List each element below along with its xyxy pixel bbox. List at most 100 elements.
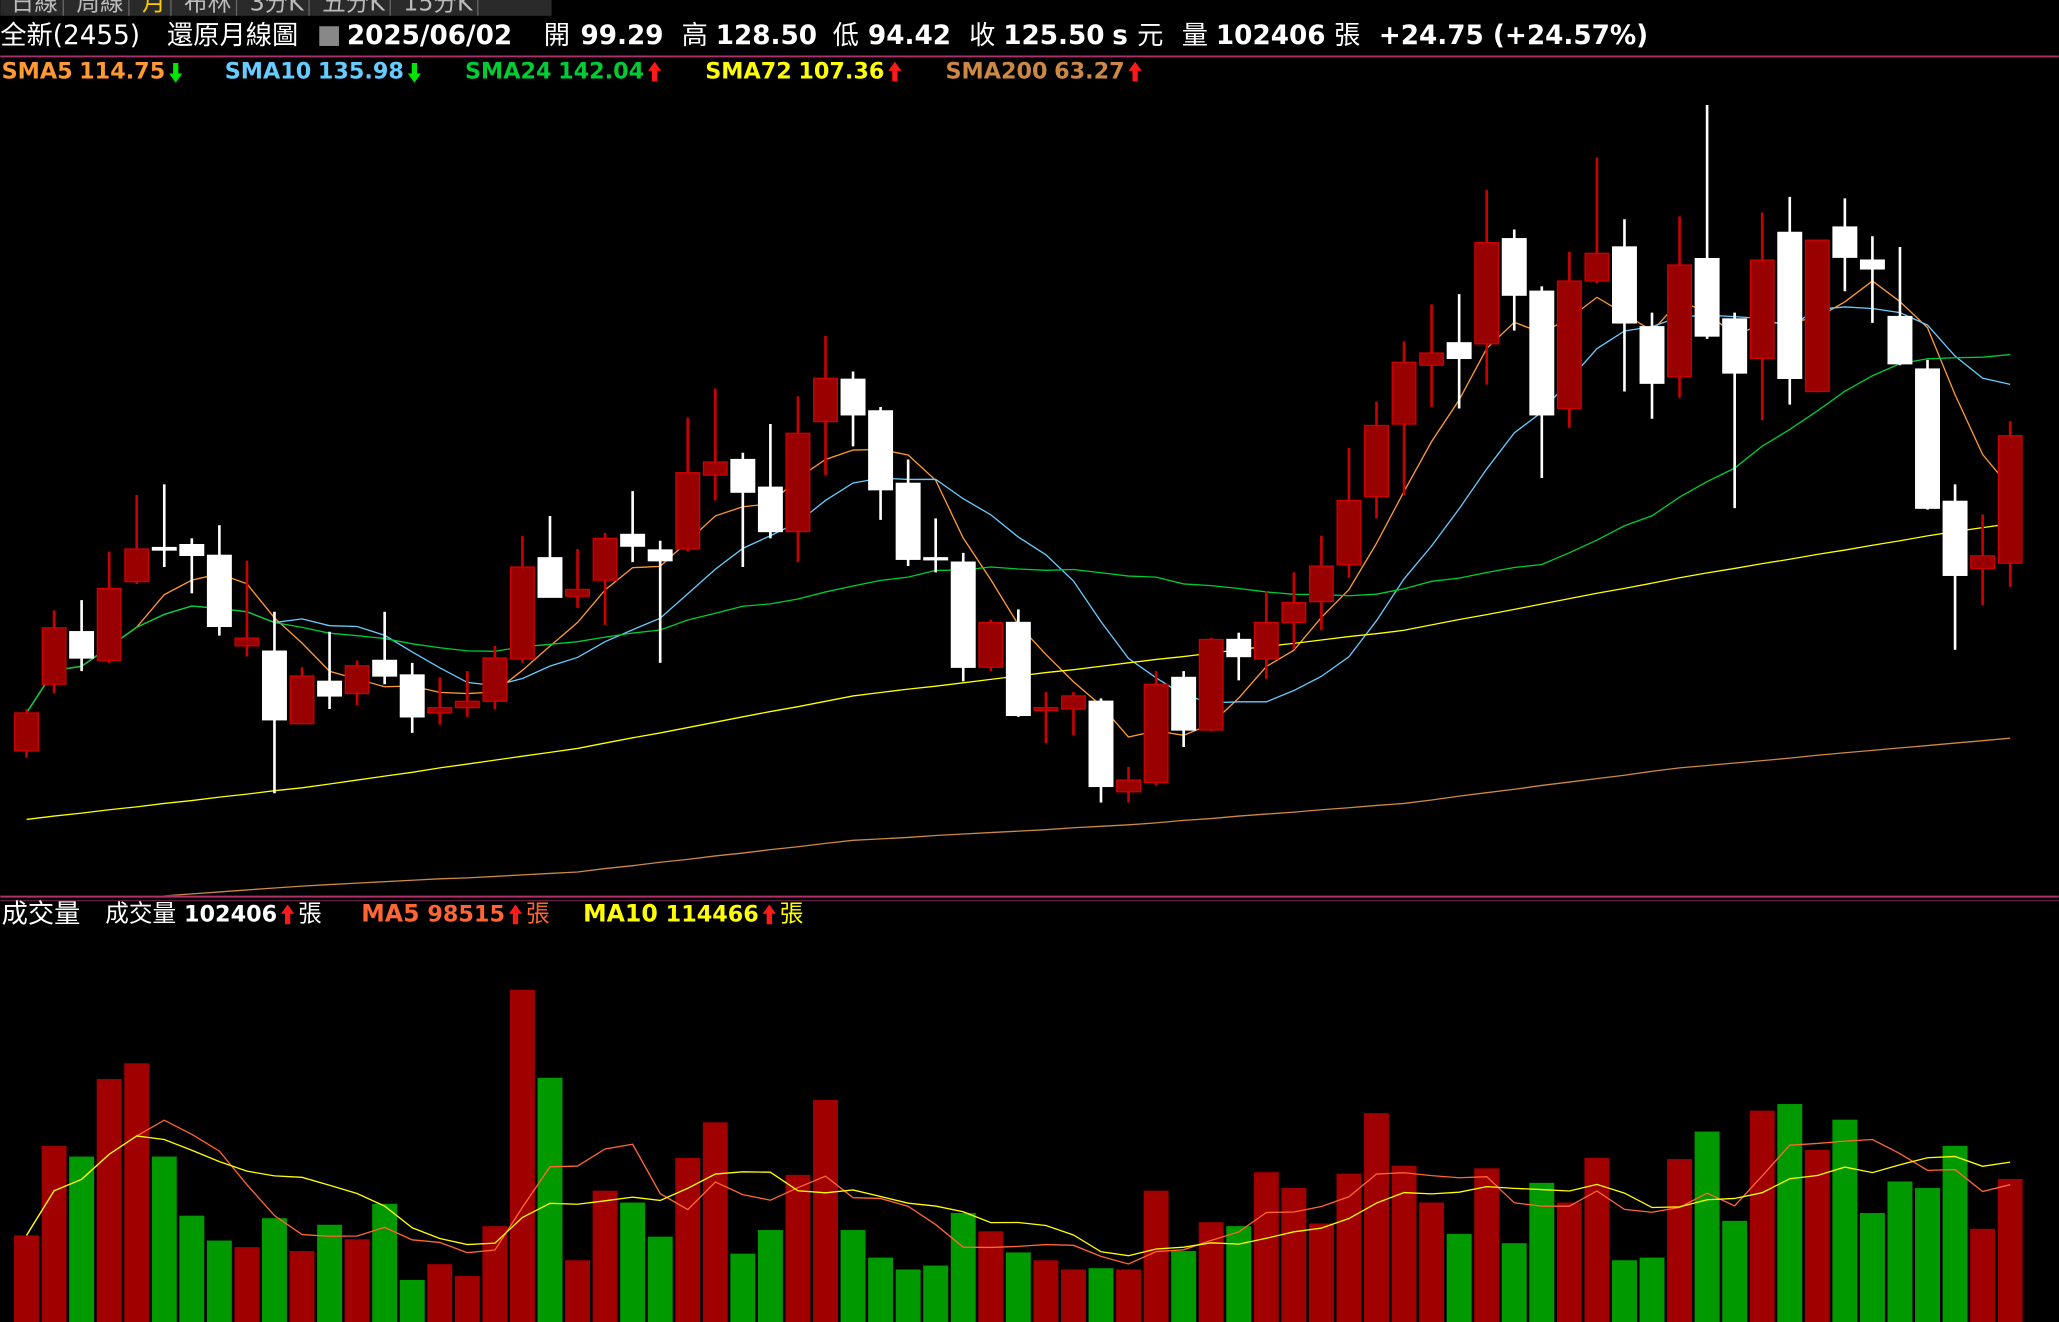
candle-body <box>1722 318 1748 374</box>
legend-name: SMA72 <box>705 59 792 85</box>
header-field: s <box>1112 21 1128 51</box>
candle-body <box>1639 326 1665 384</box>
volume-bar <box>1005 1252 1031 1322</box>
volume-bar <box>289 1251 315 1322</box>
candle-body <box>1226 638 1252 658</box>
candle-body <box>592 537 618 581</box>
sma-line <box>164 737 2011 896</box>
header-field: 元 <box>1137 21 1163 51</box>
candle-body <box>1584 252 1610 282</box>
candle-body <box>785 432 811 533</box>
candle-body <box>206 554 232 628</box>
volume-bar <box>1584 1157 1610 1322</box>
candle-body <box>1501 238 1527 296</box>
header-field: 125.50 <box>1003 21 1104 51</box>
volume-bar <box>1364 1113 1389 1322</box>
candle-body <box>509 566 535 660</box>
tab-bar <box>0 0 552 16</box>
candle-body <box>1474 241 1500 345</box>
volume-bar <box>234 1247 260 1322</box>
candle-body <box>1804 239 1830 393</box>
volume-bar <box>1942 1145 1968 1322</box>
tab[interactable]: 五分K <box>322 0 385 16</box>
header-field: 128.50 <box>716 21 817 51</box>
tab[interactable]: 日線 <box>11 0 58 16</box>
legend-unit: 張 <box>526 900 550 928</box>
volume-bar <box>124 1063 150 1322</box>
volume-bar <box>1859 1213 1885 1322</box>
volume-bar <box>1446 1233 1472 1322</box>
tab[interactable]: 3分K <box>250 0 305 16</box>
header-field: 量 <box>1182 21 1208 51</box>
candle-body <box>124 548 150 583</box>
volume-bar <box>69 1156 95 1322</box>
volume-bar <box>1391 1165 1417 1322</box>
legend-name: SMA24 <box>465 59 552 85</box>
volume-bar <box>1529 1182 1555 1322</box>
legend-name: SMA10 <box>225 59 312 85</box>
volume-bar <box>1694 1131 1720 1322</box>
candle-body <box>1005 621 1031 717</box>
tab[interactable]: 15分K <box>403 0 473 16</box>
candle-body <box>1060 695 1086 710</box>
legend-value: 98515 <box>427 902 505 928</box>
volume-bar <box>41 1145 67 1322</box>
candle-body <box>179 544 205 557</box>
volume-bar <box>427 1264 453 1322</box>
volume-bar <box>813 1099 838 1322</box>
volume-ma-line <box>25 1135 2011 1257</box>
legend-name: MA5 <box>361 900 419 928</box>
volume-bar <box>785 1174 811 1322</box>
tab[interactable]: 布林 <box>184 0 231 16</box>
candle-body <box>482 657 508 702</box>
volume-bar <box>1033 1260 1059 1322</box>
volume-bar <box>1474 1168 1500 1322</box>
candle-body <box>1749 259 1775 360</box>
volume-bar <box>620 1202 646 1322</box>
tab[interactable]: 月 <box>142 0 166 16</box>
candle-body <box>1198 638 1224 731</box>
volume-bar <box>1419 1202 1445 1322</box>
volume-bar <box>372 1203 398 1322</box>
candle-body <box>1088 700 1114 788</box>
dropdown-icon[interactable] <box>319 26 339 46</box>
legend-value: 107.36 <box>798 59 884 85</box>
volume-bar <box>978 1231 1004 1322</box>
candle-body <box>1116 779 1142 793</box>
header-field: 全新(2455) <box>0 21 140 51</box>
candle-body <box>344 665 370 695</box>
header-field: 張 <box>1334 21 1360 51</box>
candle-body <box>1419 352 1445 366</box>
legend-value: 142.04 <box>558 59 644 85</box>
candle-body <box>950 561 976 668</box>
volume-bar <box>1308 1223 1334 1322</box>
volume-bar <box>1281 1188 1307 1322</box>
volume-bar <box>730 1253 756 1322</box>
candle-body <box>565 588 591 597</box>
trend-arrow <box>762 904 776 925</box>
volume-bar <box>482 1226 508 1322</box>
price-panel <box>14 104 2023 896</box>
candle-body <box>1611 246 1637 324</box>
candle-body <box>1887 315 1913 365</box>
tab[interactable]: 周線 <box>76 0 123 16</box>
candle-body <box>757 486 783 533</box>
candle-body <box>1253 621 1279 660</box>
legend-value: 102406 <box>184 902 277 928</box>
trend-arrow <box>281 904 295 925</box>
trend-arrow <box>169 63 183 83</box>
candle-body <box>868 410 894 491</box>
sma-line <box>25 353 2011 714</box>
candle-body <box>730 458 756 493</box>
candle-body <box>399 674 425 718</box>
candle-body <box>840 378 866 416</box>
candle-body <box>69 631 95 659</box>
legend-value: 63.27 <box>1054 59 1125 85</box>
legend-name: 成交量 <box>105 900 176 928</box>
candle-body <box>427 706 453 714</box>
volume-bar <box>454 1276 480 1322</box>
candle-body <box>261 650 287 721</box>
candle-body <box>1667 264 1693 378</box>
volume-bar <box>1171 1251 1197 1322</box>
